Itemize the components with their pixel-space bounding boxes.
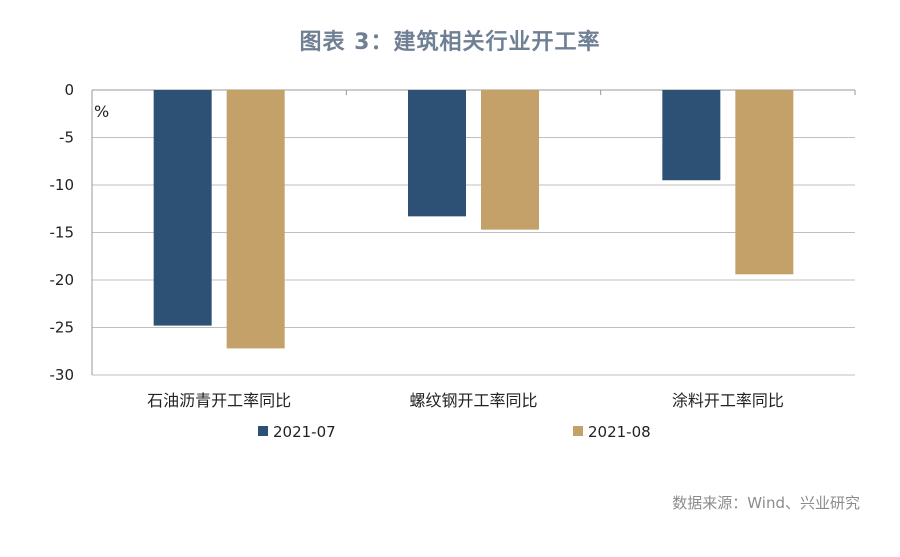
category-label: 螺纹钢开工率同比 (409, 391, 537, 410)
gridlines (91, 89, 856, 376)
y-tick-label: 0 (64, 81, 74, 99)
legend-swatch (258, 426, 268, 436)
source-note: 数据来源：Wind、兴业研究 (672, 494, 860, 512)
legend-label: 2021-07 (273, 423, 336, 441)
legend-swatch (573, 426, 583, 436)
bars (153, 90, 794, 349)
y-axis-ticks: 0 -5 -10 -15 -20 -25 -30 (50, 81, 75, 384)
bar-2021-07-2 (408, 90, 466, 217)
chart-title: 图表 3：建筑相关行业开工率 (299, 30, 601, 55)
y-tick-label: -30 (50, 366, 75, 384)
legend-label: 2021-08 (588, 423, 651, 441)
bar-2021-07-1 (153, 90, 212, 326)
legend: 2021-07 2021-08 (258, 423, 651, 441)
y-tick-label: -5 (59, 129, 74, 147)
category-label: 石油沥青开工率同比 (147, 391, 291, 410)
bar-2021-08-2 (481, 90, 539, 230)
bar-2021-07-3 (662, 90, 721, 181)
category-labels: 石油沥青开工率同比 螺纹钢开工率同比 涂料开工率同比 (147, 391, 784, 410)
y-axis-unit: % (94, 102, 109, 121)
bar-2021-08-1 (226, 90, 285, 349)
y-tick-label: -25 (50, 319, 75, 337)
bar-2021-08-3 (735, 90, 794, 275)
y-tick-label: -15 (50, 224, 75, 242)
category-label: 涂料开工率同比 (672, 391, 784, 410)
y-tick-label: -20 (50, 271, 75, 289)
y-tick-label: -10 (50, 176, 75, 194)
